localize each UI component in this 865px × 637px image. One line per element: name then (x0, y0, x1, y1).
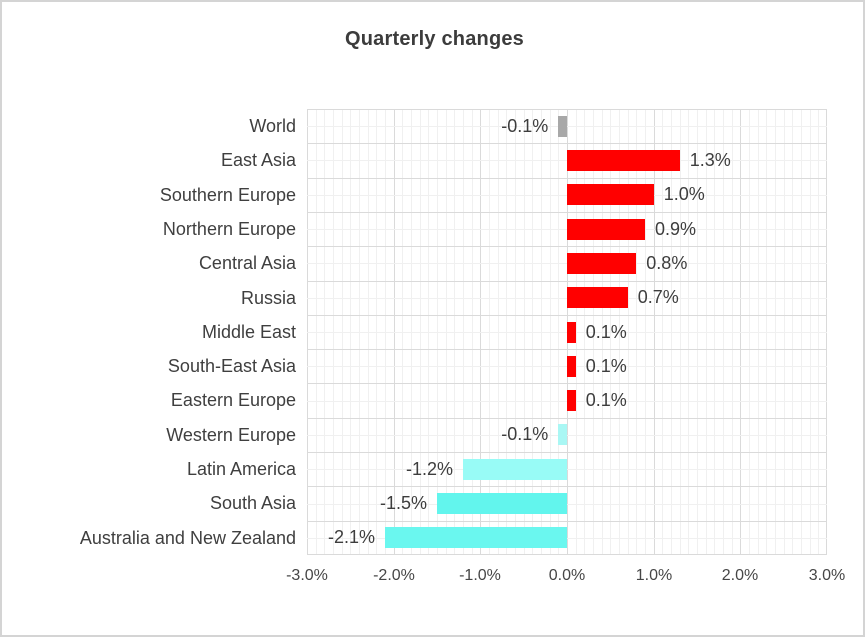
value-label: -0.1% (501, 424, 549, 444)
row-boundary-gridline (307, 418, 827, 419)
value-label: 1.3% (689, 150, 731, 170)
minor-horizontal-gridline (307, 126, 827, 127)
row-boundary-gridline (307, 143, 827, 144)
category-label: World (249, 116, 296, 136)
category-label: Western Europe (166, 425, 296, 445)
value-label: 0.1% (585, 322, 627, 342)
bar (567, 356, 576, 377)
value-label: 0.8% (646, 253, 688, 273)
value-label: 0.1% (585, 356, 627, 376)
bar (567, 184, 654, 205)
bar (567, 253, 637, 274)
row-boundary-gridline (307, 212, 827, 213)
category-label: Central Asia (198, 253, 296, 273)
category-label: Eastern Europe (170, 390, 296, 410)
row-boundary-gridline (307, 178, 827, 179)
bar (567, 150, 680, 171)
x-axis-tick-label: -3.0% (286, 567, 328, 584)
bar (437, 493, 567, 514)
chart-title: Quarterly changes (344, 28, 525, 50)
row-boundary-gridline (307, 109, 827, 110)
value-label: 0.9% (655, 219, 697, 239)
category-label: Middle East (201, 322, 296, 342)
category-label: Russia (240, 288, 296, 308)
value-label: 0.1% (585, 390, 627, 410)
bar (567, 390, 576, 411)
row-boundary-gridline (307, 281, 827, 282)
row-boundary-gridline (307, 452, 827, 453)
row-boundary-gridline (307, 554, 827, 555)
minor-horizontal-gridline (307, 435, 827, 436)
value-label: -1.5% (379, 493, 427, 513)
value-label: -1.2% (405, 459, 453, 479)
x-axis-tick-label: 3.0% (808, 567, 846, 584)
row-boundary-gridline (307, 383, 827, 384)
row-boundary-gridline (307, 246, 827, 247)
category-label: Northern Europe (162, 219, 296, 239)
x-axis-tick-label: 1.0% (635, 567, 673, 584)
value-label: -2.1% (327, 527, 375, 547)
bar (558, 116, 567, 137)
bar (567, 219, 645, 240)
value-label: 0.7% (637, 287, 679, 307)
bar (567, 322, 576, 343)
minor-horizontal-gridline (307, 469, 827, 470)
x-axis-tick-label: 2.0% (721, 567, 759, 584)
minor-horizontal-gridline (307, 504, 827, 505)
value-label: 1.0% (663, 184, 705, 204)
x-axis-tick-label: 0.0% (548, 567, 586, 584)
plot-area: -0.1% 1.3% 1.0% 0.9% 0.8% 0.7% 0.1% 0.1% 0.1% -0.… (307, 109, 827, 555)
category-label: Latin America (186, 459, 296, 479)
category-label: East Asia (220, 150, 296, 170)
row-boundary-gridline (307, 349, 827, 350)
bar (558, 424, 567, 445)
row-boundary-gridline (307, 521, 827, 522)
bar (463, 459, 567, 480)
minor-horizontal-gridline (307, 538, 827, 539)
category-label: Australia and New Zealand (79, 528, 296, 548)
value-label: -0.1% (501, 116, 549, 136)
bar (567, 287, 628, 308)
row-boundary-gridline (307, 486, 827, 487)
bar (385, 527, 567, 548)
category-label: South Asia (209, 493, 296, 513)
category-label: South-East Asia (167, 356, 296, 376)
row-boundary-gridline (307, 315, 827, 316)
category-label: Southern Europe (159, 185, 296, 205)
x-axis-tick-label: -1.0% (459, 567, 501, 584)
x-axis-tick-label: -2.0% (373, 567, 415, 584)
